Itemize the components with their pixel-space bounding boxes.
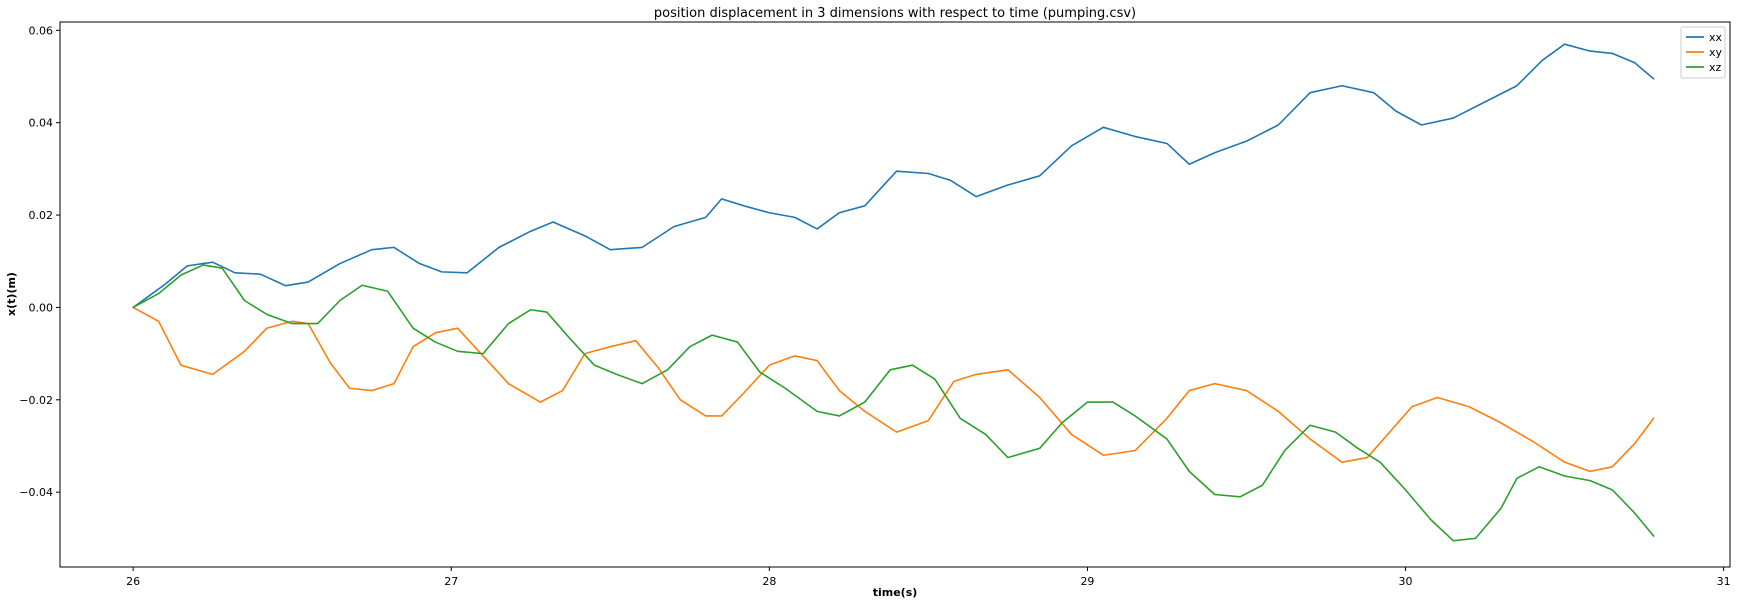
x-axis-label: time(s) [873,586,918,599]
y-tick-label: 0.06 [29,24,54,37]
legend-label-xy: xy [1709,46,1723,59]
series-line-xz [132,264,1655,542]
x-tick-label: 27 [444,575,458,588]
y-tick-label: 0.02 [29,209,54,222]
x-tick-label: 26 [126,575,140,588]
y-axis-label: x(t)(m) [5,272,18,316]
y-axis-ticks: −0.04 −0.02 0.00 0.02 0.04 0.06 [19,24,60,499]
x-tick-label: 30 [1399,575,1413,588]
plot-frame [59,21,1731,568]
y-tick-label: 0.00 [29,301,54,314]
x-axis-ticks: 26 27 28 29 30 31 [126,567,1731,588]
y-tick-label: 0.04 [29,117,54,130]
legend-label-xx: xx [1709,31,1723,44]
series-line-xx [132,43,1655,309]
legend: xx xy xz [1680,26,1726,79]
x-tick-label: 29 [1080,575,1094,588]
x-tick-label: 28 [762,575,776,588]
series-line-xy [132,306,1655,473]
legend-label-xz: xz [1709,61,1722,74]
x-tick-label: 31 [1717,575,1731,588]
axes-frame [59,21,1731,568]
plot-area [60,22,1730,567]
y-tick-label: −0.02 [19,394,53,407]
y-tick-label: −0.04 [19,486,53,499]
series-layer [132,43,1655,542]
chart-title: position displacement in 3 dimensions wi… [654,6,1136,21]
